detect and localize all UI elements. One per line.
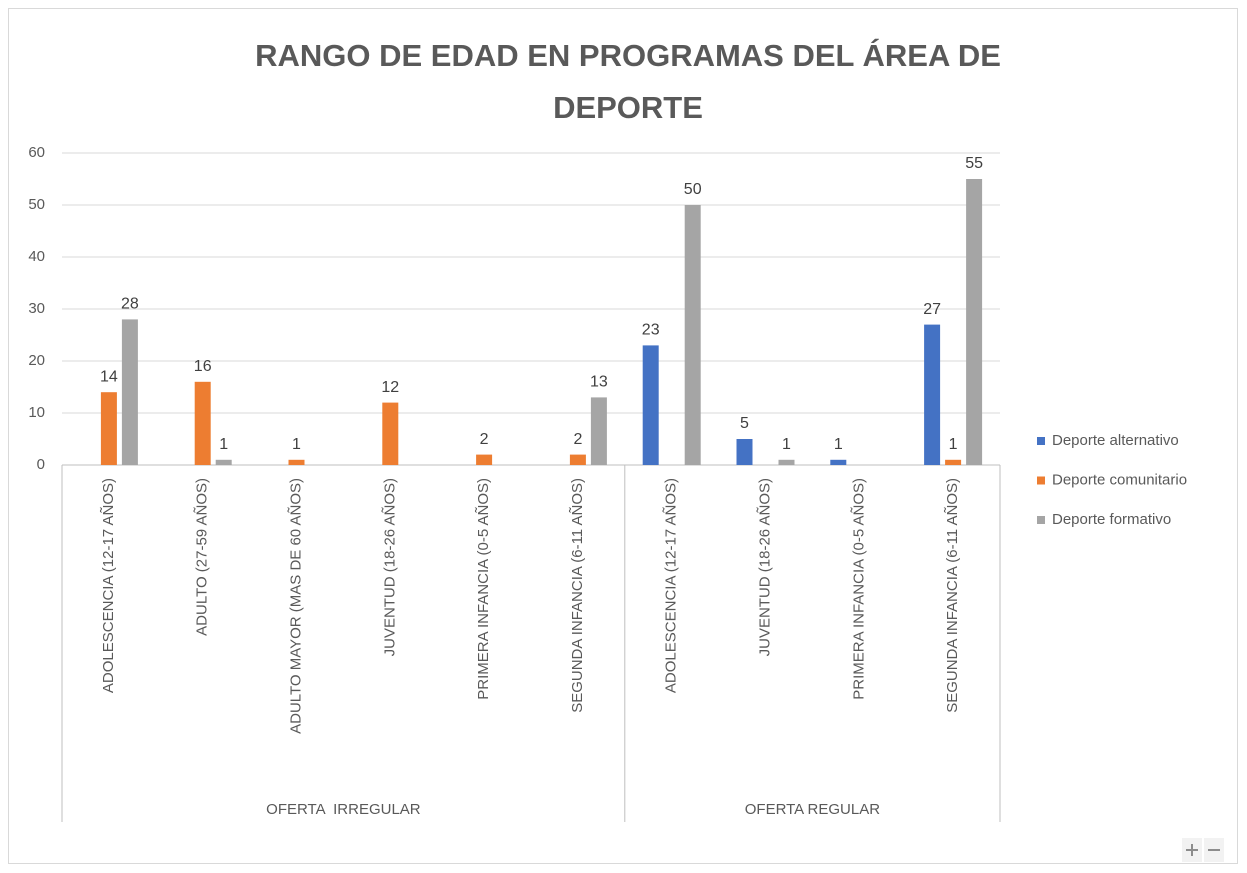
bar: [945, 459, 962, 465]
bar: [476, 454, 493, 465]
bar: [100, 392, 117, 465]
data-label: 27: [923, 301, 941, 318]
data-label: 28: [121, 296, 139, 313]
y-tick-label: 60: [28, 144, 45, 161]
x-tick-label: JUVENTUD (18-26 AÑOS): [381, 478, 398, 656]
data-label: 1: [949, 436, 958, 453]
zoom-controls[interactable]: [1182, 838, 1224, 862]
bar: [382, 402, 399, 465]
bar: [569, 454, 586, 465]
y-tick-label: 30: [28, 300, 45, 317]
data-label: 23: [642, 322, 660, 339]
data-label: 12: [381, 379, 399, 396]
x-tick-label: ADULTO MAYOR (MAS DE 60 AÑOS): [287, 478, 304, 734]
chart-frame: [8, 8, 1238, 864]
legend-swatch: [1037, 476, 1045, 485]
legend-swatch: [1037, 516, 1045, 524]
x-tick-label: ADOLESCENCIA (12-17 AÑOS): [663, 478, 680, 693]
data-label: 2: [573, 431, 582, 448]
bar: [288, 459, 305, 465]
bar: [966, 179, 983, 465]
legend-swatch: [1037, 437, 1045, 445]
y-tick-label: 0: [37, 456, 45, 473]
y-tick-label: 40: [28, 248, 45, 265]
bar: [684, 205, 701, 465]
legend-label: Deporte comunitario: [1052, 471, 1187, 488]
x-tick-label: ADOLESCENCIA (12-17 AÑOS): [100, 478, 117, 693]
data-label: 55: [965, 155, 983, 172]
data-label: 1: [292, 436, 301, 453]
data-label: 1: [782, 436, 791, 453]
data-label: 1: [219, 436, 228, 453]
bar: [830, 459, 847, 465]
data-label: 13: [590, 374, 608, 391]
bar: [778, 459, 795, 465]
legend-label: Deporte alternativo: [1052, 432, 1179, 449]
data-label: 14: [100, 368, 118, 385]
group-label: OFERTA REGULAR: [745, 801, 880, 818]
y-tick-label: 10: [28, 404, 45, 421]
x-tick-label: PRIMERA INFANCIA (0-5 AÑOS): [850, 478, 867, 700]
bar: [194, 381, 211, 465]
bar: [736, 439, 753, 465]
x-tick-label: PRIMERA INFANCIA (0-5 AÑOS): [475, 478, 492, 700]
bar: [215, 459, 232, 465]
data-label: 2: [480, 431, 489, 448]
data-label: 1: [834, 436, 843, 453]
data-label: 16: [194, 358, 212, 375]
data-label: 50: [684, 181, 702, 198]
group-label: OFERTA IRREGULAR: [266, 801, 421, 818]
x-tick-label: ADULTO (27-59 AÑOS): [194, 478, 211, 636]
x-tick-label: SEGUNDA INFANCIA (6-11 AÑOS): [944, 478, 961, 713]
bar: [121, 319, 138, 465]
bar: [642, 345, 659, 465]
y-tick-label: 50: [28, 196, 45, 213]
x-tick-label: SEGUNDA INFANCIA (6-11 AÑOS): [569, 478, 586, 713]
x-tick-label: JUVENTUD (18-26 AÑOS): [756, 478, 773, 656]
bar: [924, 324, 941, 465]
chart-title: RANGO DE EDAD EN PROGRAMAS DEL ÁREA DE D…: [255, 38, 1001, 125]
legend-label: Deporte formativo: [1052, 511, 1171, 528]
y-tick-label: 20: [28, 352, 45, 369]
bar: [590, 397, 607, 465]
data-label: 5: [740, 415, 749, 432]
